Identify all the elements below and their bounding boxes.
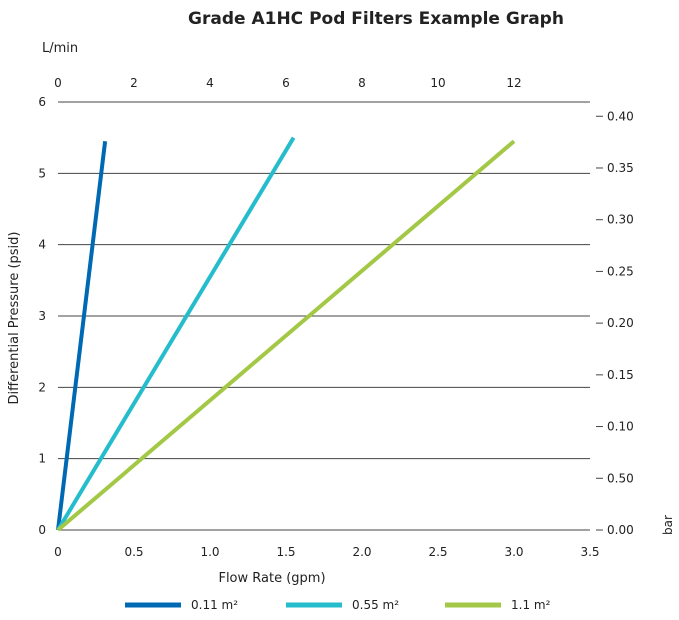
y-tick-label: 5 bbox=[38, 166, 46, 180]
y-axis-label: Differential Pressure (psid) bbox=[7, 232, 22, 405]
legend-label: 0.55 m² bbox=[352, 598, 399, 612]
x-tick-label: 0 bbox=[54, 545, 62, 559]
x-tick-label: 2.0 bbox=[352, 545, 371, 559]
x-tick-label: 1.5 bbox=[276, 545, 295, 559]
y-tick-label: 0 bbox=[38, 523, 46, 537]
right-tick-label: 0.10 bbox=[607, 420, 634, 434]
x-tick-labels: 0 0.5 1.0 1.5 2.0 2.5 3.0 3.5 bbox=[54, 545, 599, 559]
y-tick-label: 4 bbox=[38, 238, 46, 252]
right-tick-label: 0.15 bbox=[607, 368, 634, 382]
right-tick-label: 0.00 bbox=[607, 523, 634, 537]
y-tick-labels: 0 1 2 3 4 5 6 bbox=[38, 95, 46, 537]
y-tick-label: 1 bbox=[38, 452, 46, 466]
top-tick-label: 10 bbox=[430, 76, 445, 90]
top-tick-label: 6 bbox=[282, 76, 290, 90]
right-tick-label: 0.20 bbox=[607, 316, 634, 330]
x-tick-label: 2.5 bbox=[428, 545, 447, 559]
legend-label: 1.1 m² bbox=[511, 598, 551, 612]
y-tick-label: 6 bbox=[38, 95, 46, 109]
top-tick-label: 8 bbox=[358, 76, 366, 90]
x-tick-label: 3.0 bbox=[504, 545, 523, 559]
legend: 0.11 m² 0.55 m² 1.1 m² bbox=[125, 598, 551, 612]
legend-label: 0.11 m² bbox=[191, 598, 238, 612]
right-tick-label: 0.30 bbox=[607, 213, 634, 227]
top-tick-label: 2 bbox=[130, 76, 138, 90]
series-line-2 bbox=[56, 136, 296, 532]
top-axis-label: L/min bbox=[42, 41, 78, 56]
series-lines bbox=[56, 136, 516, 532]
right-tick-label: 0.35 bbox=[607, 161, 634, 175]
top-tick-labels: 0 2 4 6 8 10 12 bbox=[54, 76, 521, 90]
top-tick-label: 12 bbox=[506, 76, 521, 90]
x-tick-label: 3.5 bbox=[580, 545, 599, 559]
x-tick-label: 1.0 bbox=[200, 545, 219, 559]
series-line-1 bbox=[56, 140, 108, 531]
top-tick-label: 4 bbox=[206, 76, 214, 90]
right-axis-label: bar bbox=[661, 515, 675, 535]
y-tick-label: 3 bbox=[38, 309, 46, 323]
right-tick-labels: 0.00 0.50 0.10 0.15 0.20 0.25 0.30 0.35 0.40 bbox=[596, 109, 634, 537]
y-tick-label: 2 bbox=[38, 380, 46, 394]
gridlines bbox=[58, 101, 590, 531]
series-line-3 bbox=[56, 139, 516, 532]
top-tick-label: 0 bbox=[54, 76, 62, 90]
right-tick-label: 0.50 bbox=[607, 471, 634, 485]
right-tick-label: 0.25 bbox=[607, 264, 634, 278]
x-axis-label: Flow Rate (gpm) bbox=[218, 571, 325, 586]
chart-title: Grade A1HC Pod Filters Example Graph bbox=[188, 9, 564, 29]
x-tick-label: 0.5 bbox=[124, 545, 143, 559]
right-tick-label: 0.40 bbox=[607, 109, 634, 123]
